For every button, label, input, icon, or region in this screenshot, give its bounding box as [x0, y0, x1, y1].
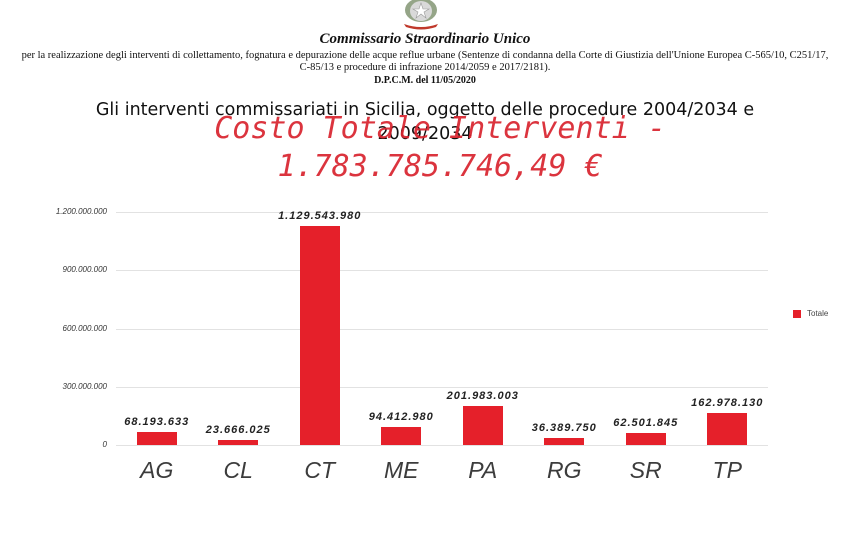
x-axis-category-label: TP [712, 457, 742, 483]
org-description-line1: per la realizzazione degli interventi di… [21, 50, 829, 61]
bar-tp[interactable] [707, 413, 748, 445]
bar-value-label: 162.978.130 [691, 397, 764, 410]
y-axis-tick-label: 0 [102, 440, 107, 449]
gridline [116, 270, 768, 272]
gridline [116, 445, 768, 446]
x-axis-category-label: CL [223, 457, 253, 483]
legend-swatch-icon [793, 309, 801, 318]
y-axis-tick-label: 600.000.000 [62, 323, 108, 333]
bar-ag[interactable] [136, 431, 177, 445]
bar-sr[interactable] [625, 432, 666, 445]
bar-value-label: 68.193.633 [124, 415, 190, 428]
bar-value-label: 1.129.543.980 [278, 209, 362, 222]
bar-value-label: 23.666.025 [205, 424, 271, 437]
x-axis-category-label: RG [547, 457, 582, 483]
x-axis-category-label: AG [140, 457, 174, 483]
org-title: Commissario Straordinario Unico [319, 31, 531, 47]
x-axis-category-label: ME [384, 457, 419, 483]
gridline [116, 386, 768, 388]
y-axis-tick-label: 1.200.000.000 [55, 207, 107, 216]
y-axis-tick-label: 900.000.000 [62, 265, 108, 275]
bar-pa[interactable] [462, 405, 503, 445]
total-cost-title: Costo Totale Interventi - 1.783.785.746,… [0, 110, 850, 186]
bar-value-label: 94.412.980 [368, 410, 434, 423]
main-title-line2: 2009/2034 [377, 124, 473, 144]
gridline [116, 328, 768, 330]
legend-label: Totale [807, 309, 829, 318]
org-description-line2: C-85/13 e procedure di infrazione 2014/2… [299, 62, 551, 73]
bar-me[interactable] [381, 426, 422, 445]
chart-legend: Totale [793, 309, 828, 318]
y-axis-tick-label: 300.000.000 [62, 381, 108, 391]
total-cost-value: 1.783.785.746,49 € [277, 149, 603, 184]
x-axis-category-label: SR [629, 457, 662, 483]
decree-reference: D.P.C.M. del 11/05/2020 [374, 75, 476, 86]
bar-value-label: 62.501.845 [613, 416, 679, 429]
bar-rg[interactable] [544, 437, 585, 445]
bar-value-label: 201.983.003 [446, 389, 519, 402]
gridline [116, 212, 768, 213]
bar-value-label: 36.389.750 [531, 421, 597, 434]
main-title: Gli interventi commissariati in Sicilia,… [40, 98, 810, 146]
org-description: per la realizzazione degli interventi di… [20, 50, 830, 74]
bar-ct[interactable] [299, 225, 340, 445]
total-cost-label: Costo Totale Interventi - [214, 111, 666, 146]
italian-republic-emblem-icon [404, 0, 438, 30]
x-axis-category-label: CT [304, 457, 336, 483]
x-axis-category-label: PA [468, 457, 498, 483]
main-title-line1: Gli interventi commissariati in Sicilia,… [95, 100, 755, 120]
bar-cl[interactable] [218, 440, 259, 445]
